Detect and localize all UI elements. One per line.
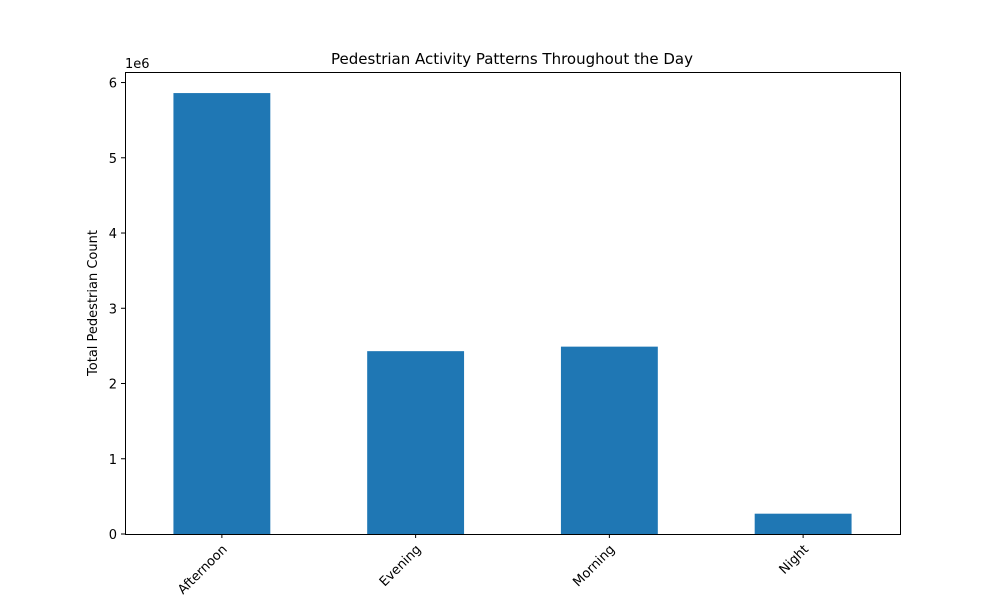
bars-group (173, 93, 852, 534)
y-tick-label: 4 (109, 227, 117, 242)
y-axis-ticks: 0 1 2 3 4 5 6 (109, 77, 125, 543)
bar-evening (367, 351, 465, 534)
bar-night (754, 513, 852, 534)
plot-frame (125, 72, 901, 535)
y-axis-offset-text: 1e6 (125, 57, 150, 72)
y-axis-label: Total Pedestrian Count (86, 230, 101, 377)
y-tick-label: 2 (109, 378, 117, 393)
bar-afternoon (173, 93, 271, 534)
bar-morning (560, 346, 658, 534)
y-tick-label: 1 (109, 453, 117, 468)
y-tick-label: 3 (109, 302, 117, 317)
y-tick-label: 6 (109, 77, 117, 92)
chart-title: Pedestrian Activity Patterns Throughout … (331, 50, 693, 68)
y-tick-label: 5 (109, 152, 117, 167)
y-tick-label: 0 (109, 528, 117, 543)
